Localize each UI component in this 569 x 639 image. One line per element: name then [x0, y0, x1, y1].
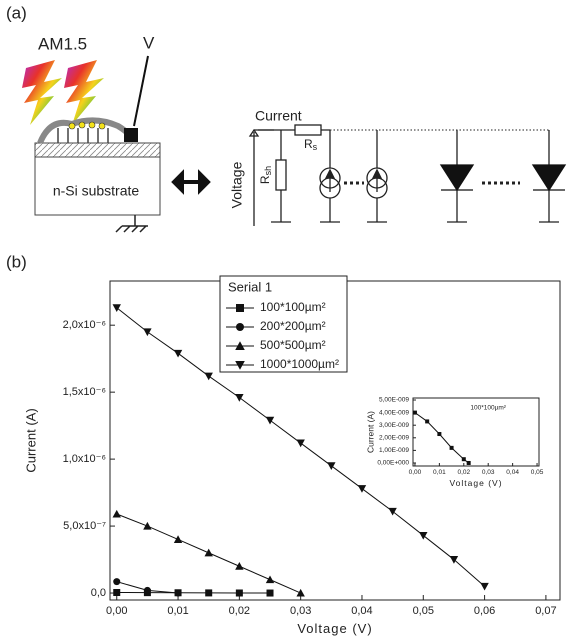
nanowires	[57, 128, 109, 143]
substrate-label: n-Si substrate	[53, 183, 140, 199]
marker	[425, 419, 430, 424]
inset-chart: 0,00 0,01 0,02 0,03 0,04 0,05 0,00E+000 1,00E-0…	[365, 397, 544, 488]
series-line	[116, 592, 271, 594]
marker	[204, 372, 213, 381]
marker	[327, 462, 336, 471]
doped-layer	[34, 142, 161, 158]
y-axis-label: Current (A)	[365, 411, 375, 453]
x-axis-label: Voltage (V)	[449, 478, 502, 488]
marker	[235, 589, 243, 597]
double-arrow	[171, 169, 211, 195]
marker	[357, 485, 367, 493]
y-tick-label: 1,0x10⁻⁶	[63, 453, 106, 465]
legend-label: 500*500µm²	[260, 338, 326, 352]
marker	[265, 416, 275, 425]
resistor-s	[294, 124, 322, 136]
x-tick-label: 0,01	[167, 605, 188, 617]
panel-label: (b)	[6, 252, 27, 271]
legend-label: 100*100µm²	[260, 300, 326, 314]
marker	[419, 531, 428, 540]
marker	[174, 589, 182, 597]
marker	[235, 361, 245, 370]
marker	[112, 304, 121, 312]
x-tick-label: 0,07	[535, 605, 556, 617]
x-tick-label: 0,00	[106, 605, 127, 617]
marker	[235, 562, 244, 570]
y-tick-label: 2,00E-009	[379, 435, 409, 442]
x-tick-label: 0,04	[506, 469, 519, 476]
voltage-label: Voltage	[229, 161, 245, 208]
current-label: Current	[255, 108, 302, 124]
legend-label: 1000*1000µm²	[260, 357, 339, 371]
marker	[204, 548, 213, 557]
marker	[466, 460, 471, 465]
panel-label: (a)	[6, 3, 27, 22]
x-tick-label: 0,03	[290, 605, 311, 617]
ground	[115, 215, 148, 233]
marker	[412, 410, 417, 415]
y-tick-label: 0,0	[91, 587, 106, 599]
marker	[265, 575, 275, 584]
x-tick-label: 0,05	[531, 469, 544, 476]
x-axis-label: Voltage (V)	[297, 621, 372, 636]
marker	[449, 556, 459, 564]
marker	[173, 535, 183, 543]
marker	[480, 582, 489, 591]
x-tick-label: 0,01	[433, 469, 446, 476]
marker	[113, 578, 121, 586]
probe-label: V	[143, 33, 155, 52]
marker	[173, 349, 183, 358]
marker	[143, 328, 152, 337]
diodes	[439, 164, 567, 192]
marker	[236, 323, 244, 331]
marker	[296, 439, 305, 448]
y-tick-label: 5,0x10⁻⁷	[63, 520, 106, 532]
marker	[449, 445, 454, 450]
marker	[205, 589, 213, 597]
x-tick-label: 0,02	[229, 605, 250, 617]
marker	[112, 509, 121, 518]
y-tick-label: 4,00E-009	[379, 409, 409, 416]
annotation: 100*100µm²	[470, 405, 506, 412]
r-s: Rs	[304, 137, 318, 152]
y-tick-label: 5,00E-009	[379, 397, 409, 404]
wire	[280, 130, 550, 222]
current-sources	[319, 167, 388, 199]
light-bolt	[22, 60, 62, 125]
y-axis-label: Current (A)	[23, 408, 38, 472]
marker	[235, 341, 245, 350]
x-tick-label: 0,02	[457, 469, 470, 476]
y-tick-label: 1,00E-009	[379, 447, 409, 454]
contact-layer	[37, 117, 135, 145]
marker	[461, 457, 466, 462]
x-tick-label: 0,00	[409, 469, 422, 476]
x-tick-label: 0,03	[482, 469, 495, 476]
marker	[266, 589, 274, 597]
marker	[143, 521, 152, 530]
y-tick-label: 3,00E-009	[379, 422, 409, 429]
marker	[236, 304, 244, 312]
light-bolt	[64, 60, 104, 125]
marker	[296, 588, 305, 597]
y-tick-label: 0,00E+000	[377, 460, 409, 467]
plot-frame	[412, 397, 540, 467]
y-tick-label: 1,5x10⁻⁶	[63, 386, 106, 398]
resistor-sh	[275, 159, 287, 191]
marker	[235, 394, 244, 402]
probe-arrow	[133, 55, 149, 127]
legend-label: 200*200µm²	[260, 319, 326, 333]
marker	[113, 589, 121, 597]
x-tick-label: 0,04	[351, 605, 372, 617]
x-tick-label: 0,06	[474, 605, 495, 617]
marker	[388, 507, 397, 516]
x-tick-label: 0,05	[413, 605, 434, 617]
y-tick-label: 2,0x10⁻⁶	[63, 319, 106, 331]
legend-title: Serial 1	[228, 279, 272, 294]
r-sh: Rsh	[258, 166, 273, 184]
marker	[437, 432, 442, 437]
probe-pad	[124, 128, 138, 142]
light-label: AM1.5	[38, 34, 87, 53]
marker	[143, 586, 151, 594]
